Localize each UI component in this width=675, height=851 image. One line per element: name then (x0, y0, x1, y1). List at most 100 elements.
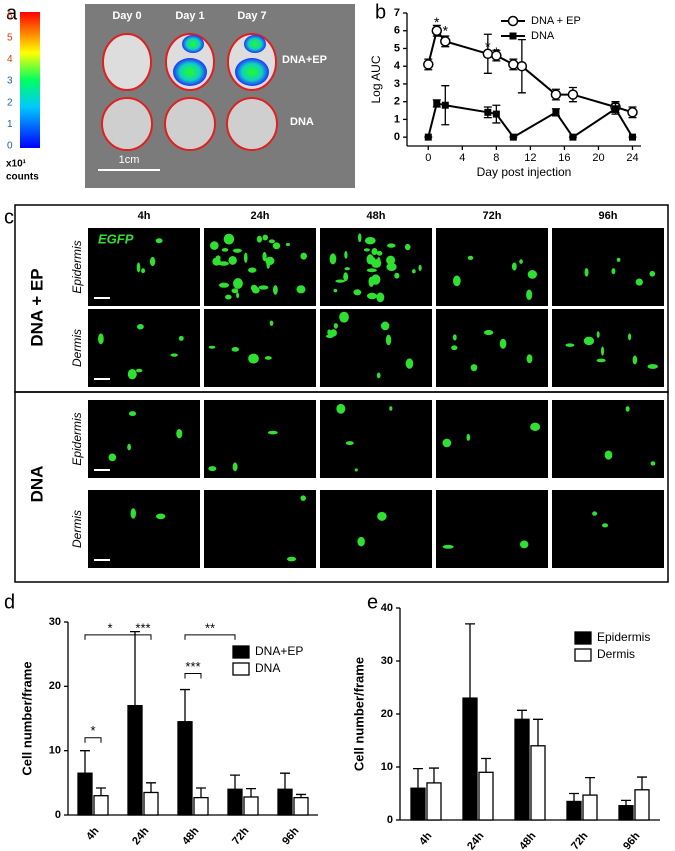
cell (339, 311, 349, 323)
marker (431, 25, 443, 36)
cell (221, 248, 229, 252)
cell (108, 453, 117, 462)
cell (596, 358, 606, 363)
cell (353, 289, 362, 296)
cell (344, 250, 348, 259)
cell (149, 256, 156, 267)
cell (366, 292, 378, 300)
error-bar (569, 792, 579, 802)
y-tick-label: 4 (394, 60, 401, 72)
cell (442, 544, 454, 549)
cell (411, 269, 416, 274)
micrograph (552, 490, 664, 568)
micrograph (552, 400, 664, 478)
x-tick-label: 72h (569, 830, 591, 851)
x-axis-label: Day post injection (477, 165, 572, 179)
error-bar (230, 774, 240, 790)
bar (127, 704, 143, 816)
legend-label: DNA (255, 661, 280, 675)
y-tick-label: 0 (387, 814, 393, 826)
micrograph (320, 309, 432, 387)
series-line (427, 102, 634, 139)
panel-letter: c (4, 206, 14, 228)
micrograph (88, 228, 200, 306)
cell (208, 345, 216, 349)
error-bar (246, 787, 256, 797)
cell (141, 268, 146, 274)
cell (453, 275, 461, 287)
cell (296, 285, 306, 294)
cell (385, 334, 392, 346)
cell (632, 355, 638, 365)
marker (484, 108, 492, 116)
cell (526, 354, 533, 364)
legend-marker (509, 32, 517, 40)
x-tick-label: 96h (621, 830, 643, 851)
marker (550, 89, 562, 100)
marker (628, 133, 636, 141)
significance: *** (185, 659, 200, 674)
cell (602, 523, 609, 528)
cell (128, 411, 137, 417)
micrograph (436, 400, 548, 478)
cell (380, 321, 390, 331)
micrograph (88, 490, 200, 568)
colorbar-unit: x10¹ (6, 159, 27, 170)
cell (635, 278, 643, 286)
cell (451, 345, 458, 351)
group-label: DNA (27, 466, 46, 503)
bar (243, 796, 259, 816)
bar (618, 805, 634, 821)
cell (262, 251, 267, 262)
cell (376, 372, 381, 379)
series-line (427, 28, 633, 114)
cell (335, 279, 346, 283)
cell (218, 261, 229, 266)
error-bar (180, 688, 190, 722)
colorbar-tick: 5 (7, 32, 13, 43)
marker (423, 59, 434, 70)
error-bar (280, 772, 290, 790)
cell (262, 234, 269, 241)
cell (264, 356, 272, 360)
cell (248, 353, 259, 364)
y-tick-label: 20 (49, 680, 61, 692)
cell (592, 511, 598, 516)
cell (343, 272, 349, 282)
y-tick-label: 40 (381, 602, 393, 614)
marker (508, 59, 519, 70)
cell (650, 461, 656, 466)
significance-bracket (84, 634, 136, 640)
stain-label: EGFP (98, 231, 134, 246)
legend-label: DNA + EP (531, 15, 581, 27)
signal (182, 35, 204, 53)
cell (329, 329, 337, 337)
x-tick-label: 8 (493, 152, 499, 164)
error-bar (196, 787, 206, 798)
bar (77, 772, 93, 816)
marker (491, 50, 502, 61)
cell (336, 403, 346, 414)
cell (386, 262, 397, 272)
cell (389, 406, 393, 411)
cell (452, 334, 457, 341)
significance: * (485, 39, 491, 55)
y-axis-label: Cell number/frame (19, 661, 34, 775)
bar (293, 796, 309, 816)
layer-label: Dermis (70, 329, 84, 367)
micrograph (204, 400, 316, 478)
marker (627, 107, 638, 118)
cell (287, 556, 297, 562)
marker (552, 108, 560, 116)
error-bar (637, 776, 647, 790)
cell (215, 255, 221, 261)
cell (363, 248, 370, 252)
micrograph (552, 228, 664, 306)
colorbar-tick: 3 (7, 76, 13, 87)
bar (277, 788, 293, 816)
significance-bracket (184, 634, 236, 640)
error-bar (429, 767, 439, 783)
y-tick-label: 1 (394, 113, 400, 125)
error-bar (146, 782, 156, 793)
x-tick-label: 24h (130, 825, 152, 847)
